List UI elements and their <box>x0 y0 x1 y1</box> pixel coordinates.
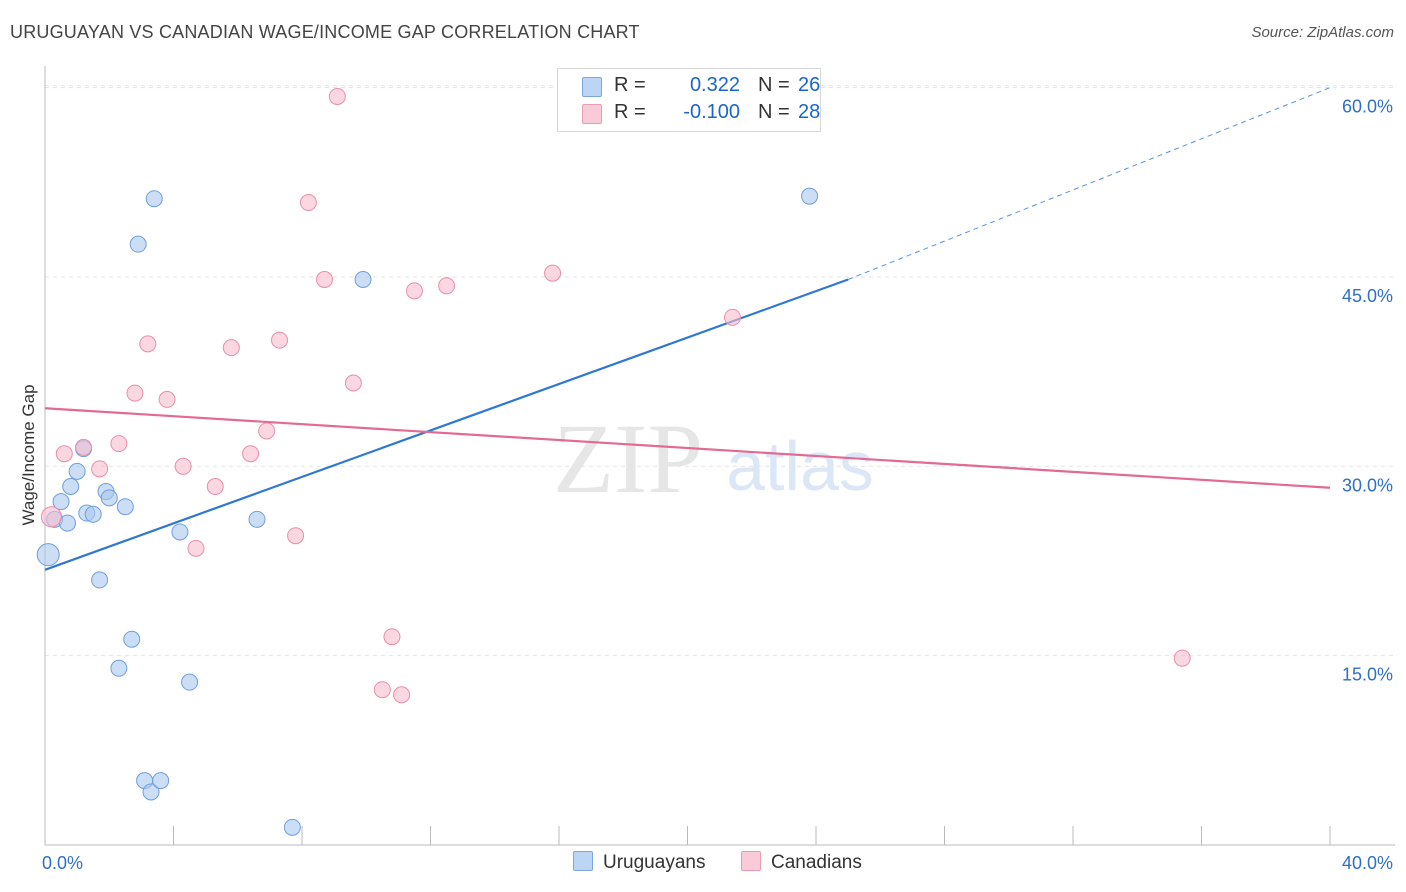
x-tick-label: 40.0% <box>1342 853 1393 873</box>
bottom-legend-canadians[interactable]: Canadians <box>741 851 862 874</box>
point-canadians <box>242 445 260 463</box>
point-uruguayans <box>152 772 170 790</box>
point-uruguayans <box>62 478 80 496</box>
y-tick-label: 15.0% <box>1342 665 1393 685</box>
bottom-legend-uruguayans[interactable]: Uruguayans <box>573 851 705 874</box>
point-uruguayans <box>354 270 372 288</box>
point-uruguayans <box>142 783 160 801</box>
point-uruguayans <box>84 505 102 523</box>
y-tick-label: 60.0% <box>1342 97 1393 117</box>
trend-line-uruguayans <box>44 278 849 571</box>
legend-n-label: N = <box>758 101 790 123</box>
point-uruguayans <box>68 462 86 480</box>
point-uruguayans <box>129 235 147 253</box>
point-canadians <box>206 478 224 496</box>
legend-r-label: R = <box>614 101 646 123</box>
point-canadians <box>40 506 62 528</box>
axes <box>44 66 1395 846</box>
point-canadians <box>299 193 317 211</box>
point-canadians <box>328 87 346 105</box>
point-uruguayans <box>283 818 301 836</box>
point-canadians <box>438 277 456 295</box>
legend-label-canadians: Canadians <box>771 852 862 873</box>
point-canadians <box>222 339 240 357</box>
point-canadians <box>110 435 128 453</box>
point-canadians <box>287 527 305 545</box>
legend-swatch-canadians <box>582 104 602 124</box>
y-tick-label: 30.0% <box>1342 475 1393 495</box>
point-uruguayans <box>248 510 266 528</box>
legend-r-label: R = <box>614 74 646 96</box>
y-axis-label: Wage/Income Gap <box>19 384 38 525</box>
legend-r-value: -0.100 <box>683 101 740 123</box>
correlation-legend: R = 0.322 N = 26 R = -0.100 N = 28 <box>557 68 821 132</box>
point-canadians <box>158 390 176 408</box>
point-canadians <box>126 384 144 402</box>
point-canadians <box>373 681 391 699</box>
point-uruguayans <box>91 571 109 589</box>
trend-line-canadians <box>44 407 1331 489</box>
point-canadians <box>174 457 192 475</box>
point-uruguayans <box>110 659 128 677</box>
point-canadians <box>383 628 401 646</box>
legend-n-value: 28 <box>798 101 821 123</box>
grid-lines <box>45 85 1395 657</box>
y-tick-label: 45.0% <box>1342 286 1393 306</box>
point-canadians <box>344 374 362 392</box>
legend-swatch-canadians <box>741 851 761 871</box>
axis-labels: 15.0% 30.0% 45.0% 60.0% 0.0% 40.0% Wage/Income… <box>19 97 1393 873</box>
legend-swatch-uruguayans <box>573 851 593 871</box>
legend-n-label: N = <box>758 74 790 96</box>
legend-n-value: 26 <box>798 74 821 96</box>
point-canadians <box>139 335 157 353</box>
point-canadians <box>393 686 411 704</box>
legend-label-uruguayans: Uruguayans <box>603 852 706 873</box>
point-uruguayans <box>116 498 134 516</box>
point-uruguayans <box>123 630 141 648</box>
point-canadians <box>1173 649 1191 667</box>
trend-extension-uruguayans <box>847 87 1331 280</box>
point-uruguayans <box>100 489 118 507</box>
point-uruguayans <box>171 523 189 541</box>
point-uruguayans <box>145 190 163 208</box>
chart-title: URUGUAYAN VS CANADIAN WAGE/INCOME GAP CO… <box>10 22 640 42</box>
point-canadians <box>315 270 333 288</box>
point-canadians <box>75 438 93 456</box>
point-uruguayans <box>181 673 199 691</box>
point-canadians <box>258 422 276 440</box>
point-uruguayans <box>52 493 70 511</box>
legend-swatch-uruguayans <box>582 77 602 97</box>
watermark: ZIP atlas <box>553 403 874 514</box>
point-canadians <box>544 264 562 282</box>
legend-r-value: 0.322 <box>689 74 740 96</box>
point-canadians <box>271 331 289 349</box>
point-canadians <box>91 460 109 478</box>
x-tick-label: 0.0% <box>42 853 83 873</box>
point-uruguayans <box>36 543 60 567</box>
point-uruguayans <box>801 187 819 205</box>
watermark-atlas: atlas <box>726 427 874 505</box>
point-canadians <box>405 282 423 300</box>
point-canadians <box>723 308 741 326</box>
point-canadians <box>187 539 205 557</box>
source-label: Source: ZipAtlas.com <box>1251 24 1394 41</box>
trend-lines <box>44 87 1331 571</box>
data-points <box>36 87 1191 836</box>
point-canadians <box>55 445 73 463</box>
watermark-zip: ZIP <box>553 403 703 514</box>
